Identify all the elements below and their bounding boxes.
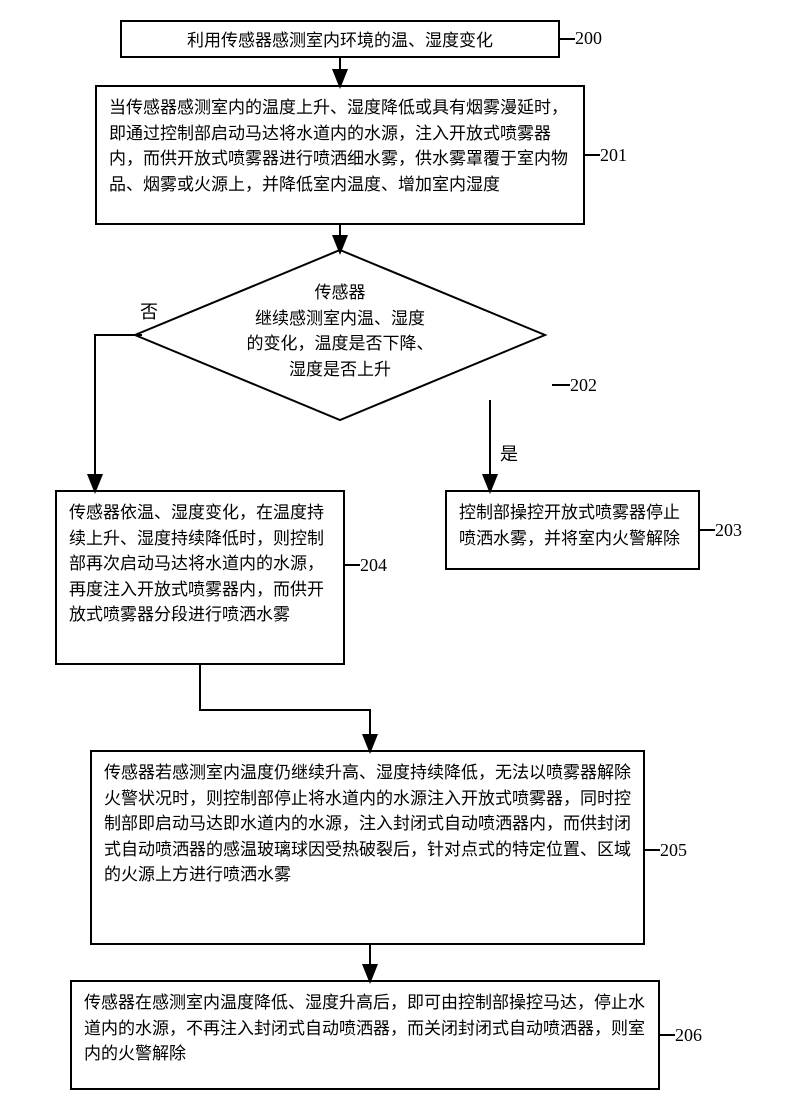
node-label-202: 202	[570, 375, 597, 396]
node-label-205: 205	[660, 840, 687, 861]
decision-yes-label: 是	[500, 440, 518, 466]
decision-no-label: 否	[140, 298, 158, 324]
flowchart-node-205: 传感器若感测室内温度仍继续升高、湿度持续降低，无法以喷雾器解除火警状况时，则控制…	[90, 750, 645, 945]
node-text: 控制部操控开放式喷雾器停止喷洒水雾，并将室内火警解除	[459, 503, 680, 548]
node-text: 传感器依温、湿度变化，在温度持续上升、湿度持续降低时，则控制部再次启动马达将水道…	[69, 503, 324, 624]
flowchart-node-206: 传感器在感测室内温度降低、湿度升高后，即可由控制部操控马达，停止水道内的水源，不…	[70, 980, 660, 1090]
flowchart-node-203: 控制部操控开放式喷雾器停止喷洒水雾，并将室内火警解除	[445, 490, 700, 570]
decision-text: 传感器 继续感测室内温、湿度 的变化，温度是否下降、 湿度是否上升	[215, 280, 465, 382]
node-label-203: 203	[715, 520, 742, 541]
node-text: 传感器若感测室内温度仍继续升高、湿度持续降低，无法以喷雾器解除火警状况时，则控制…	[104, 763, 631, 884]
node-label-204: 204	[360, 555, 387, 576]
flowchart-node-204: 传感器依温、湿度变化，在温度持续上升、湿度持续降低时，则控制部再次启动马达将水道…	[55, 490, 345, 665]
node-label-206: 206	[675, 1025, 702, 1046]
node-text: 传感器在感测室内温度降低、湿度升高后，即可由控制部操控马达，停止水道内的水源，不…	[84, 993, 645, 1063]
